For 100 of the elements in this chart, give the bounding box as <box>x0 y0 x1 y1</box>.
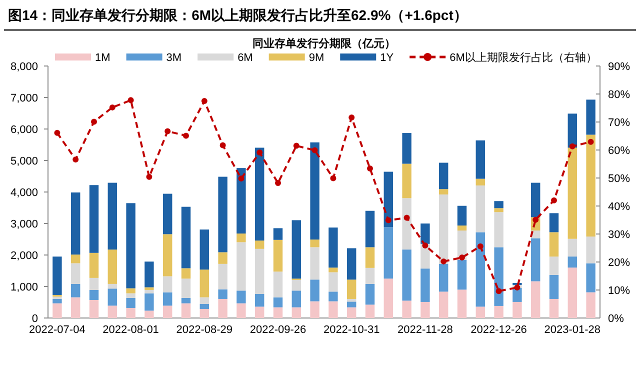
bar <box>365 284 375 305</box>
y-tick-label: 0 <box>32 313 38 325</box>
point <box>330 175 336 182</box>
point <box>422 242 428 248</box>
bar <box>126 298 136 308</box>
subtitle: 同业存单发行分期限（亿元） <box>252 38 396 50</box>
y2-tick-label: 30% <box>608 229 630 241</box>
bar <box>71 254 80 264</box>
bar <box>420 224 430 244</box>
bar <box>273 240 283 272</box>
point <box>532 216 539 223</box>
bar <box>384 278 393 318</box>
bar <box>439 194 448 264</box>
bar <box>476 306 485 318</box>
bar <box>292 220 301 279</box>
bar <box>568 114 577 148</box>
bar <box>586 292 596 318</box>
x-tick-label: 2022-10-31 <box>323 324 380 336</box>
y-tick-label: 3,000 <box>10 218 38 230</box>
bar <box>365 268 375 284</box>
bar <box>200 230 209 270</box>
bar <box>402 250 412 301</box>
point <box>183 132 189 139</box>
bar <box>347 298 356 302</box>
bar <box>108 306 117 318</box>
bar <box>365 210 375 248</box>
bar <box>439 162 448 190</box>
bar <box>457 290 467 318</box>
point <box>109 104 116 110</box>
point <box>238 176 244 182</box>
bar <box>347 248 356 280</box>
bar <box>236 303 246 318</box>
bar <box>439 189 448 194</box>
bar <box>236 234 246 242</box>
bar <box>384 227 393 279</box>
bar <box>200 297 209 304</box>
bar <box>163 306 172 318</box>
bar <box>494 208 504 212</box>
point <box>201 98 208 104</box>
bar <box>347 302 356 308</box>
point <box>54 130 60 136</box>
bar <box>144 262 154 288</box>
bar <box>476 185 485 232</box>
bar <box>549 232 559 257</box>
bar <box>310 301 320 318</box>
point <box>404 214 410 221</box>
y-tick-label: 1,000 <box>10 282 38 294</box>
bar <box>328 292 338 302</box>
point <box>569 143 576 150</box>
point <box>348 114 355 121</box>
x-tick-label: 2023-01-28 <box>544 324 601 336</box>
y2-tick-label: 70% <box>608 117 630 129</box>
bar <box>586 263 596 292</box>
bar <box>476 232 485 307</box>
bar <box>494 201 504 208</box>
point <box>588 138 594 145</box>
bar <box>218 298 228 318</box>
bar <box>126 203 136 288</box>
bar <box>273 272 283 298</box>
bar <box>255 248 264 294</box>
bar <box>126 308 136 318</box>
bar <box>494 306 504 318</box>
point <box>293 142 300 149</box>
bar <box>218 289 228 299</box>
bar <box>420 302 430 318</box>
y-tick-label: 7,000 <box>10 92 38 104</box>
point <box>385 217 392 224</box>
bar <box>292 290 301 308</box>
bar <box>255 148 264 241</box>
point <box>256 150 263 156</box>
point <box>459 254 465 261</box>
bar <box>52 256 62 295</box>
bar <box>144 287 154 290</box>
bar <box>439 292 448 318</box>
bar <box>512 302 522 318</box>
y2-tick-label: 0% <box>608 313 624 325</box>
bar <box>218 264 228 290</box>
bar <box>273 297 283 308</box>
legend-label: 6M以上期限发行占比（右轴） <box>450 51 597 64</box>
bar <box>549 274 559 299</box>
bar <box>108 288 117 306</box>
bar <box>273 228 283 240</box>
x-tick-label: 2022-09-26 <box>250 324 306 336</box>
bar <box>89 278 99 290</box>
point <box>367 165 373 172</box>
title: 图14：同业存单发行分期限：6M以上期限发行占比升至62.9%（+1.6pct） <box>8 7 468 23</box>
bar <box>255 294 264 307</box>
legend-label: 9M <box>308 52 324 64</box>
bar <box>108 284 117 289</box>
x-tick-label: 2022-08-29 <box>176 324 233 336</box>
bar <box>163 234 172 276</box>
bar <box>310 280 320 302</box>
point <box>496 288 502 294</box>
y2-tick-label: 40% <box>608 201 630 213</box>
bar <box>163 292 172 306</box>
point <box>514 284 520 290</box>
y-tick-label: 6,000 <box>10 124 38 136</box>
bar <box>181 278 191 298</box>
bar <box>549 213 559 232</box>
bar <box>439 264 448 292</box>
